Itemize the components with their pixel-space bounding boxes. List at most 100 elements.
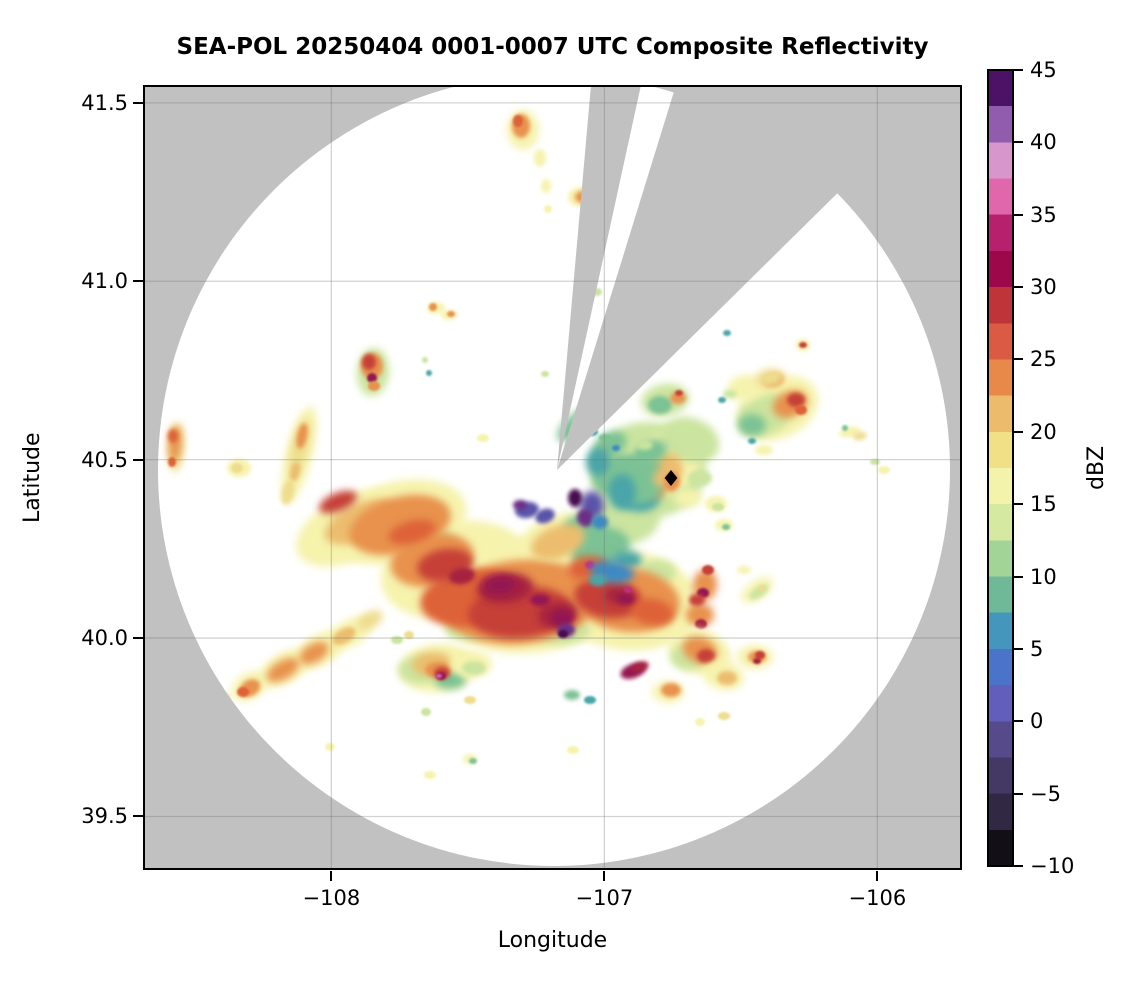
echo-blob xyxy=(853,431,867,441)
echo-blob xyxy=(722,524,730,530)
echo-blob xyxy=(332,627,356,645)
colorbar-tick-label: 45 xyxy=(1030,58,1057,82)
y-tick-mark xyxy=(133,280,143,283)
echo-blob xyxy=(648,396,672,414)
colorbar xyxy=(987,69,1014,867)
echo-blob xyxy=(878,466,890,474)
echo-blob xyxy=(567,746,579,754)
echo-blob xyxy=(296,423,308,449)
echo-blob xyxy=(424,771,436,779)
echo-blob xyxy=(842,425,848,431)
radar-coverage-circle xyxy=(158,85,950,866)
colorbar-tick-label: 30 xyxy=(1030,275,1057,300)
echo-blob xyxy=(362,354,376,370)
echo-blob xyxy=(325,743,335,751)
echo-blob xyxy=(368,381,380,391)
echo-blob xyxy=(624,587,632,593)
echo-blob xyxy=(558,630,568,638)
echo-blob xyxy=(712,503,724,511)
colorbar-label: dBZ xyxy=(1084,445,1109,491)
echo-blob xyxy=(447,311,455,317)
y-tick-label: 41.5 xyxy=(81,90,128,115)
echo-blob xyxy=(718,712,730,720)
colorbar-tick-label: 35 xyxy=(1030,202,1057,227)
echo-blob xyxy=(541,179,551,193)
colorbar-tick-label: 15 xyxy=(1030,492,1057,517)
site-marker-diamond xyxy=(664,470,678,486)
echo-blob xyxy=(608,474,636,510)
echo-blob xyxy=(237,687,249,697)
colorbar-tick-mark xyxy=(1014,213,1023,216)
echo-blob xyxy=(568,489,582,507)
x-tick-mark xyxy=(330,871,333,881)
echo-blob xyxy=(755,368,785,388)
echo-blob xyxy=(870,459,880,465)
echo-blob xyxy=(168,429,178,443)
colorbar-tick-label: −10 xyxy=(1030,854,1075,878)
echo-blob xyxy=(513,500,527,510)
echo-blob xyxy=(755,445,773,455)
colorbar-tick-label: 10 xyxy=(1030,564,1057,589)
x-tick-mark xyxy=(876,871,879,881)
echo-blob xyxy=(688,470,712,486)
reflectivity-map xyxy=(143,85,962,870)
echo-blob xyxy=(584,696,596,704)
echo-blob xyxy=(686,603,714,627)
y-tick-label: 41.0 xyxy=(81,269,128,294)
y-tick-label: 39.5 xyxy=(81,804,128,829)
colorbar-tick-label: −5 xyxy=(1030,781,1061,806)
echo-blob xyxy=(449,567,475,585)
echo-blob xyxy=(689,594,705,606)
echo-blob xyxy=(612,445,620,451)
echo-blob xyxy=(477,434,489,442)
echo-blob xyxy=(589,574,607,586)
echo-blob xyxy=(718,397,726,403)
x-tick-label: −108 xyxy=(302,886,361,910)
echo-blob xyxy=(737,566,751,574)
echo-blob xyxy=(723,390,737,398)
echo-blob xyxy=(469,758,477,764)
echo-blob xyxy=(299,641,329,665)
y-tick-label: 40.5 xyxy=(81,447,128,472)
echo-blob xyxy=(758,585,766,591)
x-tick-label: −106 xyxy=(848,886,907,910)
colorbar-tick-mark xyxy=(1014,865,1023,867)
echo-blob xyxy=(231,463,243,473)
colorbar-tick-mark xyxy=(1014,141,1023,144)
echo-blob xyxy=(388,519,436,545)
echo-blob xyxy=(755,651,765,659)
echo-blob xyxy=(289,462,301,482)
echo-blob xyxy=(697,649,715,663)
colorbar-tick-mark xyxy=(1014,358,1023,361)
echo-blob xyxy=(281,479,295,505)
echo-blob xyxy=(551,609,573,627)
page-title: SEA-POL 20250404 0001-0007 UTC Composite… xyxy=(176,34,929,60)
y-tick-mark xyxy=(133,101,143,104)
echo-blob xyxy=(738,414,766,436)
colorbar-tick-label: 0 xyxy=(1030,709,1044,734)
echo-blob xyxy=(787,393,805,407)
echo-blob xyxy=(670,392,686,404)
echo-blob xyxy=(564,690,580,700)
blocked-sector-northeast-sector xyxy=(557,85,947,470)
echo-blob xyxy=(464,696,476,704)
echo-blob xyxy=(391,636,403,644)
echo-blob xyxy=(534,149,546,167)
y-tick-mark xyxy=(133,637,143,640)
echo-blob xyxy=(661,683,681,697)
echo-blob xyxy=(168,457,176,467)
echo-blob xyxy=(592,515,608,529)
echo-blob xyxy=(484,575,516,595)
echo-blob xyxy=(462,661,486,675)
echo-blob xyxy=(513,115,523,127)
echo-blob xyxy=(535,508,555,524)
echo-field xyxy=(167,110,890,779)
echo-blob xyxy=(631,661,649,673)
echo-blob xyxy=(436,674,442,678)
colorbar-tick-mark xyxy=(1014,720,1023,723)
colorbar-tick-label: 5 xyxy=(1030,636,1044,661)
echo-blob xyxy=(266,658,300,682)
echo-blob xyxy=(530,594,550,606)
x-axis-label: Longitude xyxy=(497,928,608,953)
